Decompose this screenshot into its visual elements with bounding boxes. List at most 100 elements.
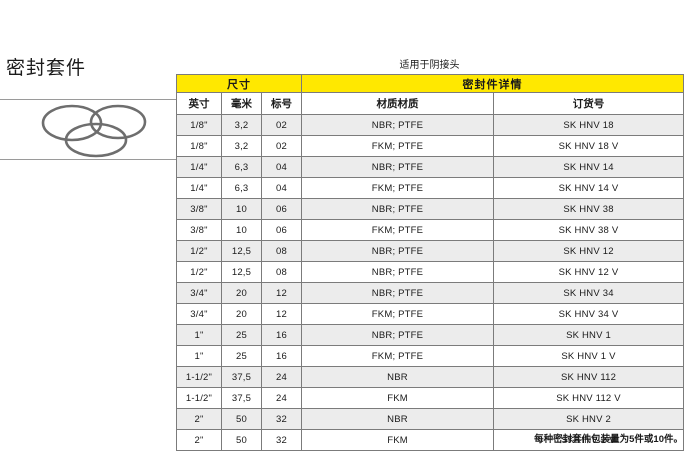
cell-order-no: SK HNV 38 bbox=[493, 198, 685, 220]
column-header-inch: 英寸 bbox=[176, 92, 222, 115]
cell-code: 02 bbox=[260, 135, 303, 157]
cell-inch: 3/4" bbox=[176, 282, 222, 304]
cell-code: 02 bbox=[260, 114, 303, 136]
cell-code: 12 bbox=[260, 282, 303, 304]
cell-inch: 1/8" bbox=[176, 114, 222, 136]
cell-code: 06 bbox=[260, 198, 303, 220]
packaging-note: 每种密封套件包装量为5件或10件。 bbox=[534, 434, 683, 445]
cell-mm: 10 bbox=[221, 198, 262, 220]
cell-material: NBR; PTFE bbox=[301, 261, 495, 283]
cell-material: FKM bbox=[301, 429, 495, 451]
table-body: 1/8" 3,2 02 NBR; PTFE SK HNV 18 1/8" 3,2 02 FKM;… bbox=[176, 114, 685, 451]
table-row: 3/4" 20 12 NBR; PTFE SK HNV 34 bbox=[176, 282, 685, 304]
cell-inch: 1" bbox=[176, 345, 222, 367]
table-row: 3/4" 20 12 FKM; PTFE SK HNV 34 V bbox=[176, 303, 685, 325]
cell-code: 32 bbox=[260, 408, 303, 430]
cell-order-no: SK HNV 112 bbox=[493, 366, 685, 388]
cell-material: NBR bbox=[301, 408, 495, 430]
cell-code: 08 bbox=[260, 240, 303, 262]
cell-mm: 6,3 bbox=[221, 177, 262, 199]
cell-material: FKM; PTFE bbox=[301, 303, 495, 325]
cell-inch: 3/8" bbox=[176, 198, 222, 220]
table-column-header-row: 英寸 毫米 标号 材质材质 订货号 bbox=[176, 92, 685, 115]
three-o-rings-icon bbox=[30, 100, 160, 158]
table-group-header-row: 尺寸 密封件详情 bbox=[175, 74, 685, 93]
cell-code: 16 bbox=[260, 345, 303, 367]
table-row: 1/8" 3,2 02 NBR; PTFE SK HNV 18 bbox=[176, 114, 685, 136]
column-header-mm: 毫米 bbox=[221, 92, 262, 115]
table-row: 1-1/2" 37,5 24 NBR SK HNV 112 bbox=[176, 366, 685, 388]
cell-mm: 20 bbox=[221, 282, 262, 304]
cell-order-no: SK HNV 112 V bbox=[493, 387, 685, 409]
cell-order-no: SK HNV 18 V bbox=[493, 135, 685, 157]
column-header-material: 材质材质 bbox=[301, 92, 495, 115]
cell-order-no: SK HNV 12 V bbox=[493, 261, 685, 283]
cell-mm: 37,5 bbox=[221, 366, 262, 388]
cell-code: 32 bbox=[260, 429, 303, 451]
cell-material: FKM; PTFE bbox=[301, 177, 495, 199]
cell-mm: 12,5 bbox=[221, 261, 262, 283]
table-row: 1/2" 12,5 08 NBR; PTFE SK HNV 12 V bbox=[176, 261, 685, 283]
spec-table-container: 尺寸 密封件详情 英寸 毫米 标号 材质材质 订货号 1/8" 3,2 02 NBR;… bbox=[175, 74, 685, 451]
divider-top bbox=[0, 99, 176, 100]
table-row: 1" 25 16 FKM; PTFE SK HNV 1 V bbox=[176, 345, 685, 367]
cell-code: 16 bbox=[260, 324, 303, 346]
cell-order-no: SK HNV 18 bbox=[493, 114, 685, 136]
column-header-code: 标号 bbox=[260, 92, 303, 115]
cell-mm: 50 bbox=[221, 408, 262, 430]
table-row: 1/8" 3,2 02 FKM; PTFE SK HNV 18 V bbox=[176, 135, 685, 157]
applicability-note: 适用于阴接头 bbox=[399, 60, 460, 71]
cell-material: NBR; PTFE bbox=[301, 156, 495, 178]
table-row: 1/4" 6,3 04 NBR; PTFE SK HNV 14 bbox=[176, 156, 685, 178]
cell-inch: 1/4" bbox=[176, 177, 222, 199]
table-row: 2" 50 32 NBR SK HNV 2 bbox=[176, 408, 685, 430]
cell-code: 04 bbox=[260, 156, 303, 178]
cell-material: FKM; PTFE bbox=[301, 135, 495, 157]
cell-material: NBR; PTFE bbox=[301, 240, 495, 262]
cell-material: NBR; PTFE bbox=[301, 324, 495, 346]
cell-mm: 6,3 bbox=[221, 156, 262, 178]
cell-inch: 1/2" bbox=[176, 240, 222, 262]
cell-mm: 12,5 bbox=[221, 240, 262, 262]
group-header-seal-details: 密封件详情 bbox=[301, 74, 685, 93]
cell-material: FKM; PTFE bbox=[301, 219, 495, 241]
cell-code: 04 bbox=[260, 177, 303, 199]
table-row: 1/2" 12,5 08 NBR; PTFE SK HNV 12 bbox=[176, 240, 685, 262]
cell-mm: 3,2 bbox=[221, 135, 262, 157]
cell-order-no: SK HNV 34 bbox=[493, 282, 685, 304]
table-row: 3/8" 10 06 NBR; PTFE SK HNV 38 bbox=[176, 198, 685, 220]
cell-code: 06 bbox=[260, 219, 303, 241]
cell-order-no: SK HNV 2 V bbox=[493, 429, 685, 451]
cell-code: 08 bbox=[260, 261, 303, 283]
seal-kit-spec-table: 尺寸 密封件详情 英寸 毫米 标号 材质材质 订货号 1/8" 3,2 02 NBR;… bbox=[175, 74, 685, 451]
group-header-size: 尺寸 bbox=[175, 74, 303, 93]
cell-order-no: SK HNV 1 bbox=[493, 324, 685, 346]
cell-mm: 25 bbox=[221, 324, 262, 346]
cell-inch: 3/8" bbox=[176, 219, 222, 241]
cell-order-no: SK HNV 34 V bbox=[493, 303, 685, 325]
cell-mm: 10 bbox=[221, 219, 262, 241]
cell-material: NBR; PTFE bbox=[301, 282, 495, 304]
cell-material: FKM; PTFE bbox=[301, 345, 495, 367]
cell-code: 24 bbox=[260, 366, 303, 388]
cell-order-no: SK HNV 14 V bbox=[493, 177, 685, 199]
cell-inch: 1" bbox=[176, 324, 222, 346]
cell-mm: 25 bbox=[221, 345, 262, 367]
cell-material: NBR; PTFE bbox=[301, 114, 495, 136]
column-header-order-no: 订货号 bbox=[493, 92, 685, 115]
divider-bottom bbox=[0, 159, 176, 160]
cell-mm: 37,5 bbox=[221, 387, 262, 409]
cell-material: NBR bbox=[301, 366, 495, 388]
cell-mm: 3,2 bbox=[221, 114, 262, 136]
cell-inch: 2" bbox=[176, 408, 222, 430]
cell-order-no: SK HNV 14 bbox=[493, 156, 685, 178]
cell-inch: 1-1/2" bbox=[176, 387, 222, 409]
cell-inch: 3/4" bbox=[176, 303, 222, 325]
cell-material: FKM bbox=[301, 387, 495, 409]
cell-inch: 1/4" bbox=[176, 156, 222, 178]
page-title: 密封套件 bbox=[6, 58, 87, 79]
cell-order-no: SK HNV 12 bbox=[493, 240, 685, 262]
product-panel: 密封套件 bbox=[0, 0, 176, 457]
cell-order-no: SK HNV 2 bbox=[493, 408, 685, 430]
table-row: 3/8" 10 06 FKM; PTFE SK HNV 38 V bbox=[176, 219, 685, 241]
